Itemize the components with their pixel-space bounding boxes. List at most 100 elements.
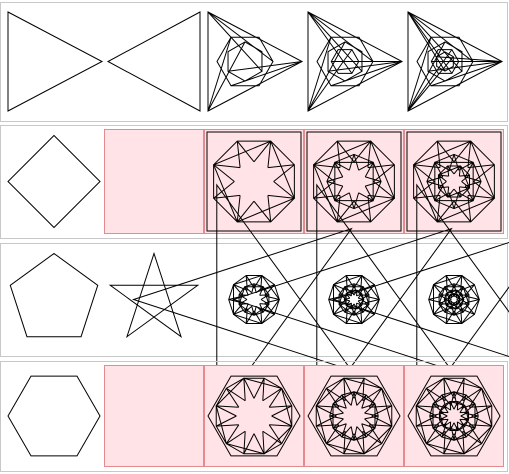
cell-square-iter3 [404,129,504,234]
fold-triangle-petal-1 [327,41,363,82]
cell-pentagon-iter2 [231,183,453,416]
fold-triangle-petal-0 [216,36,274,87]
fold-pentagon-spoke [452,293,455,298]
fold-triangle-fold-line [327,61,403,72]
fold-pentagon-spoke [251,283,255,293]
fold-hexagon-spoke [343,378,355,399]
fold-hexagon-spoke [316,405,339,408]
fold-pentagon-spoke [460,284,475,291]
fold-hexagon-spoke [368,424,383,444]
fold-square-spoke [213,194,241,199]
fold-hexagon-spoke [456,426,467,438]
highlight-box [404,365,504,467]
fold-hexagon-spoke [439,418,449,421]
fold-square-spoke [267,194,295,199]
fold-pentagon-spoke [360,284,375,291]
fold-square-spoke [267,195,272,222]
fold-hexagon-spoke [268,388,283,408]
fold-pentagon-spoke [358,297,364,300]
fold-triangle-fold-line [207,11,263,72]
fold-triangle-fold-line [207,11,274,62]
fold-hexagon-spoke [369,424,392,427]
fold-hexagon-spoke [329,415,344,420]
fold-triangle-fold-line [307,11,374,62]
fold-square-spoke [358,192,374,202]
fold-hexagon-spoke [343,433,355,454]
fold-square-spoke [336,140,355,163]
fold-pentagon-spoke [260,308,263,324]
fold-square-spoke [447,165,450,177]
fold-pentagon-spoke [233,284,244,297]
fold-hexagon-spoke [271,405,292,417]
fold-pentagon-spoke [260,299,270,305]
fold-square-spoke [467,195,472,222]
fold-hexagon-spoke [353,378,365,399]
fold-hexagon-spoke [226,430,246,445]
fold-hexagon-spoke [432,423,447,429]
fold-pentagon-spoke [364,299,380,304]
fold-pentagon-spoke [460,308,475,315]
fold-square-spoke [348,192,355,209]
fold-hexagon-spoke [316,424,339,427]
fold-pentagon-star-1 [338,286,370,316]
fold-square-spoke [334,192,350,202]
fold-hexagon-spoke [253,433,265,454]
fold-pentagon-spoke [333,284,348,291]
highlight-box [204,129,304,234]
fold-triangle-petal-3 [436,51,454,72]
fold-pentagon-spoke [328,295,344,300]
fold-hexagon-spoke [350,426,355,441]
fold-hexagon-spoke [453,378,465,399]
fold-hexagon-star-0 [315,377,393,455]
fold-hexagon-spoke [350,391,355,406]
fold-hexagon-spoke [449,421,452,431]
fold-pentagon-spoke [333,308,348,315]
fold-square-spoke [447,165,455,175]
base-pentagon [9,252,99,338]
fold-triangle-fold-line [230,61,303,87]
fold-pentagon-spoke [445,275,455,289]
fold-triangle-fold-line [227,61,303,72]
fold-pentagon-spoke [428,299,444,304]
fold-pentagon-spoke [360,308,363,324]
fold-square-spoke [326,176,343,182]
fold-pentagon-spoke [454,294,458,298]
fold-square-spoke [461,174,470,182]
fold-hexagon-spoke [243,378,246,401]
fold-square-spoke [365,176,382,182]
cell-triangle-iter3 [407,11,504,112]
cell-pentagon-iter3 [331,183,509,416]
fold-triangle-fold-line [436,56,503,62]
fold-pentagon-star-1 [438,286,470,316]
fold-pentagon-spoke [345,310,355,324]
fold-hexagon-spoke [253,378,265,399]
fold-pentagon-ring-0 [328,274,380,325]
fold-pentagon-spoke [259,294,269,296]
fold-hexagon-spoke [243,433,255,454]
fold-pentagon-spoke [245,308,248,324]
fold-pentagon-star-2 [345,289,365,310]
fold-triangle-petal-0 [316,36,374,87]
fold-square-spoke [467,194,495,199]
fold-pentagon-spoke [464,299,480,304]
fold-hexagon-spoke [457,404,465,411]
fold-pentagon-spoke [259,303,264,313]
fold-pentagon-spoke [244,286,249,296]
fold-pentagon-spoke [344,299,350,302]
fold-square-outer [206,131,302,232]
fold-triangle-fold-line [430,61,503,87]
fold-hexagon-spoke [332,418,344,429]
fold-square-spoke [467,141,472,168]
fold-pentagon-spoke [238,299,248,305]
fold-hexagon-spoke [469,405,492,408]
fold-triangle-fold-line [407,37,432,112]
fold-square-outer [406,131,502,232]
fold-hexagon-spoke [364,412,379,417]
fold-hexagon-star-0 [415,377,493,455]
fold-hexagon-spoke [341,394,347,409]
fold-pentagon-spoke [345,308,348,324]
fold-hexagon-spoke [443,433,455,454]
fold-hexagon-outer [307,375,401,457]
fold-pentagon-outline [131,183,353,416]
